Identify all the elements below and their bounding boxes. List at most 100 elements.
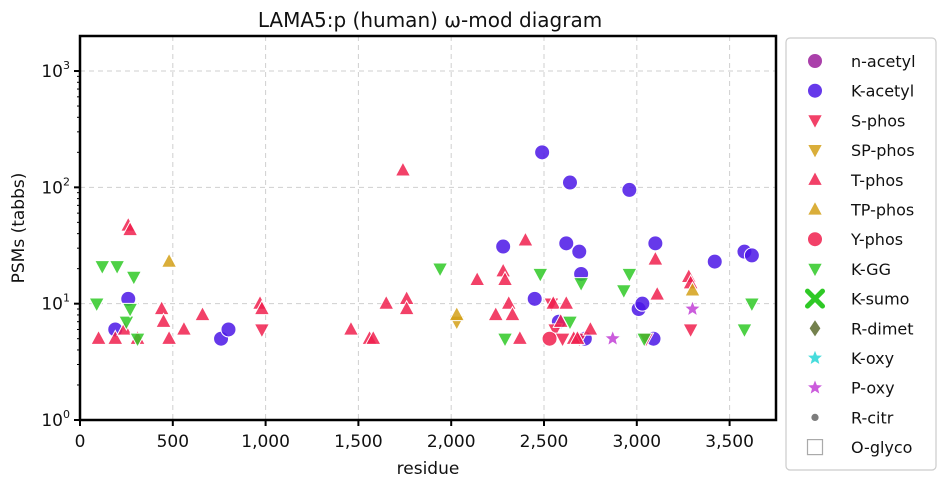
point-T-phos <box>647 250 664 266</box>
point-K-GG <box>561 315 579 331</box>
point-K-acetyl <box>647 235 664 252</box>
point-K-GG <box>496 332 514 348</box>
point-K-GG <box>93 260 111 276</box>
legend-marker-K-oxy <box>805 348 825 367</box>
point-T-phos <box>175 320 193 336</box>
point-K-acetyl <box>561 174 578 191</box>
point-T-phos <box>116 320 133 336</box>
point-Y-phos <box>541 330 558 347</box>
chart-title: LAMA5:p (human) ω-mod diagram <box>258 8 602 32</box>
x-tick-label: 3,500 <box>705 432 754 452</box>
grid <box>80 36 776 420</box>
legend-marker-R-citr <box>810 412 820 423</box>
point-K-GG <box>129 332 146 348</box>
point-K-GG <box>743 297 761 313</box>
point-K-GG <box>531 267 549 284</box>
point-K-acetyl <box>526 290 543 307</box>
y-tick-label: 102 <box>41 175 70 198</box>
legend-label: O-glyco <box>851 438 912 457</box>
point-T-phos <box>648 285 666 301</box>
legend-label: T-phos <box>850 171 904 190</box>
legend-marker-O-glyco <box>806 439 824 456</box>
point-K-GG <box>121 302 139 319</box>
point-T-phos <box>504 305 521 322</box>
point-K-acetyl <box>558 235 575 252</box>
point-K-GG <box>572 277 590 293</box>
point-K-GG <box>125 270 143 287</box>
legend-frame <box>785 37 937 471</box>
x-tick-label: 500 <box>157 432 189 452</box>
legend-marker-R-dimet <box>808 318 822 339</box>
legend-marker-K-sumo <box>805 288 825 309</box>
point-T-phos <box>582 320 599 336</box>
legend-label: SP-phos <box>851 141 915 160</box>
plot-frame <box>78 34 778 422</box>
point-T-phos <box>377 294 395 310</box>
point-K-acetyl <box>571 243 588 260</box>
legend-label: S-phos <box>851 111 905 130</box>
legend-label: n-acetyl <box>851 52 916 71</box>
x-tick-label: 1,500 <box>334 432 383 452</box>
y-axis: 100 101 102 103 <box>41 59 80 431</box>
point-K-acetyl <box>534 144 551 161</box>
x-tick-label: 2,000 <box>427 432 476 452</box>
point-T-phos <box>194 305 211 322</box>
point-T-phos <box>398 299 415 316</box>
point-K-GG <box>108 260 126 276</box>
point-S-phos <box>682 323 699 339</box>
point-T-phos <box>557 294 575 310</box>
point-S-phos <box>253 323 271 339</box>
point-K-GG <box>118 315 135 331</box>
point-S-phos <box>554 332 571 348</box>
point-K-GG <box>615 284 633 300</box>
point-T-phos <box>511 329 529 345</box>
point-TP-phos <box>160 252 178 268</box>
point-T-phos <box>106 329 124 345</box>
point-K-GG <box>431 262 449 278</box>
point-T-phos <box>487 305 505 322</box>
legend-label: K-acetyl <box>851 82 914 101</box>
point-K-acetyl <box>621 181 638 198</box>
point-K-acetyl <box>220 321 237 338</box>
point-T-phos <box>544 294 562 310</box>
legend-label: P-oxy <box>851 379 895 398</box>
point-K-GG <box>736 323 753 339</box>
legend-label: K-sumo <box>851 290 909 309</box>
y-tick-label: 100 <box>41 408 70 431</box>
legend-label: K-GG <box>851 260 891 279</box>
point-T-phos <box>496 270 514 287</box>
point-P-oxy <box>683 299 703 318</box>
point-T-phos <box>90 329 107 345</box>
point-K-acetyl <box>743 247 760 264</box>
legend-label: K-oxy <box>851 349 894 368</box>
legend-marker-TP-phos <box>806 200 824 216</box>
point-T-phos <box>500 294 518 310</box>
point-TP-phos <box>684 281 701 297</box>
legend: n-acetyl K-acetyl S-phos SP-phos T-phos TP-ph… <box>785 37 937 471</box>
point-T-phos <box>155 312 172 328</box>
point-T-phos <box>394 161 412 177</box>
data-points <box>88 144 761 348</box>
point-T-phos <box>121 220 139 237</box>
x-tick-label: 3,000 <box>612 432 661 452</box>
point-K-GG <box>88 297 106 313</box>
legend-marker-n-acetyl <box>807 53 823 69</box>
point-T-phos <box>517 231 534 247</box>
x-tick-label: 2,500 <box>520 432 569 452</box>
legend-marker-T-phos <box>806 170 824 186</box>
y-tick-label: 103 <box>41 59 70 82</box>
legend-marker-K-GG <box>806 262 824 279</box>
x-tick-label: 1,000 <box>241 432 290 452</box>
point-K-GG <box>621 267 638 284</box>
point-T-phos <box>253 299 271 316</box>
point-K-GG <box>635 332 653 348</box>
legend-label: TP-phos <box>850 201 914 220</box>
legend-marker-SP-phos <box>806 143 824 160</box>
point-K-acetyl <box>495 238 512 255</box>
x-axis-label: residue <box>397 459 460 479</box>
legend-marker-S-phos <box>806 114 824 130</box>
x-axis: 0 500 1,000 1,500 2,000 2,500 3,000 3,500 <box>75 420 754 452</box>
point-T-phos <box>468 270 486 287</box>
point-K-acetyl <box>634 295 651 312</box>
